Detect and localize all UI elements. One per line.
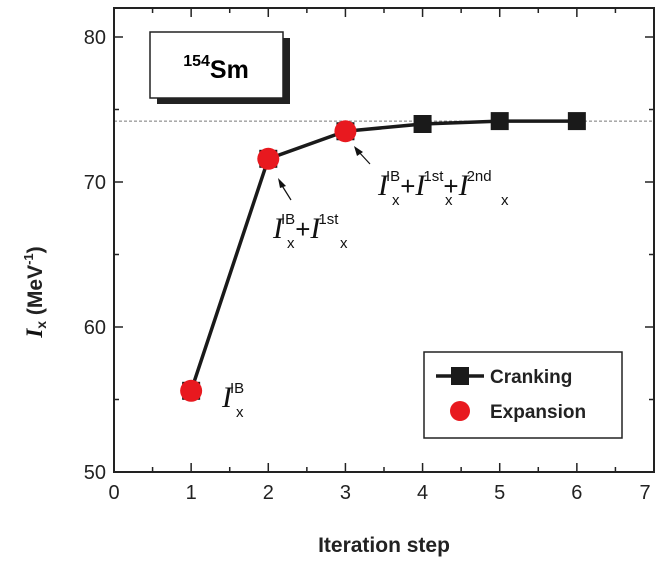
svg-text:Ix (MeV-1): Ix (MeV-1) <box>21 246 49 338</box>
svg-text:x: x <box>445 192 453 209</box>
y-tick-label: 60 <box>84 317 106 339</box>
svg-text:x: x <box>287 235 295 252</box>
x-tick-label: 0 <box>108 482 119 504</box>
cranking-point <box>567 112 586 131</box>
y-tick-label: 50 <box>84 462 106 484</box>
annotation-first-order: IIB+I1st x x <box>272 211 348 252</box>
x-tick-label: 5 <box>494 482 505 504</box>
y-axis-sup: -1 <box>21 253 36 265</box>
y-tick-label: 70 <box>84 172 106 194</box>
x-tick-label: 1 <box>186 482 197 504</box>
y-axis-unit: (MeV <box>24 265 47 321</box>
legend-item-cranking: Cranking <box>436 367 572 388</box>
cranking-series-line <box>189 119 577 392</box>
svg-text:x: x <box>392 192 400 209</box>
svg-text:x: x <box>340 235 348 252</box>
annotation-ib: IIB x <box>221 380 244 421</box>
annotation-arrow-second <box>354 146 371 165</box>
legend-label-cranking: Cranking <box>490 367 572 388</box>
svg-text:IIB+I1st: IIB+I1st <box>272 211 339 245</box>
svg-text:154Sm: 154Sm <box>183 53 249 84</box>
x-tick-labels: 0 1 2 3 4 5 6 7 <box>108 482 650 504</box>
y-axis-sub: x <box>33 321 49 329</box>
svg-text:x: x <box>501 192 509 209</box>
svg-text:IIB: IIB <box>221 380 244 414</box>
legend-item-expansion: Expansion <box>450 401 586 423</box>
cranking-point <box>413 115 432 133</box>
expansion-point <box>180 379 203 402</box>
cranking-point <box>490 112 509 131</box>
annotation-arrow-first <box>278 178 292 201</box>
expansion-point <box>257 147 280 170</box>
svg-text:IIB+I1st+I2nd: IIB+I1st+I2nd <box>377 168 492 202</box>
expansion-markers <box>180 120 357 402</box>
nucleus-mass: 154 <box>183 53 210 70</box>
nucleus-symbol: Sm <box>210 56 249 84</box>
y-axis-close: ) <box>24 246 47 253</box>
x-tick-label: 4 <box>417 482 428 504</box>
x-axis-title: Iteration step <box>318 534 450 557</box>
y-axis-symbol: I <box>22 328 47 339</box>
legend: Cranking Expansion <box>423 351 623 439</box>
legend-label-expansion: Expansion <box>490 402 586 423</box>
axis-ticks <box>113 8 655 473</box>
x-tick-label: 6 <box>571 482 582 504</box>
x-tick-label: 3 <box>340 482 351 504</box>
annotation-second-order: IIB+I1st+I2nd x x x <box>377 168 509 209</box>
nucleus-label-box: 154Sm <box>149 31 290 104</box>
x-tick-label: 7 <box>639 482 650 504</box>
y-axis-title: Ix (MeV-1) <box>21 246 49 338</box>
y-tick-labels: 50 60 70 80 <box>84 27 106 484</box>
x-tick-label: 2 <box>263 482 274 504</box>
svg-text:x: x <box>236 404 244 421</box>
expansion-point <box>334 120 357 143</box>
y-tick-label: 80 <box>84 27 106 49</box>
